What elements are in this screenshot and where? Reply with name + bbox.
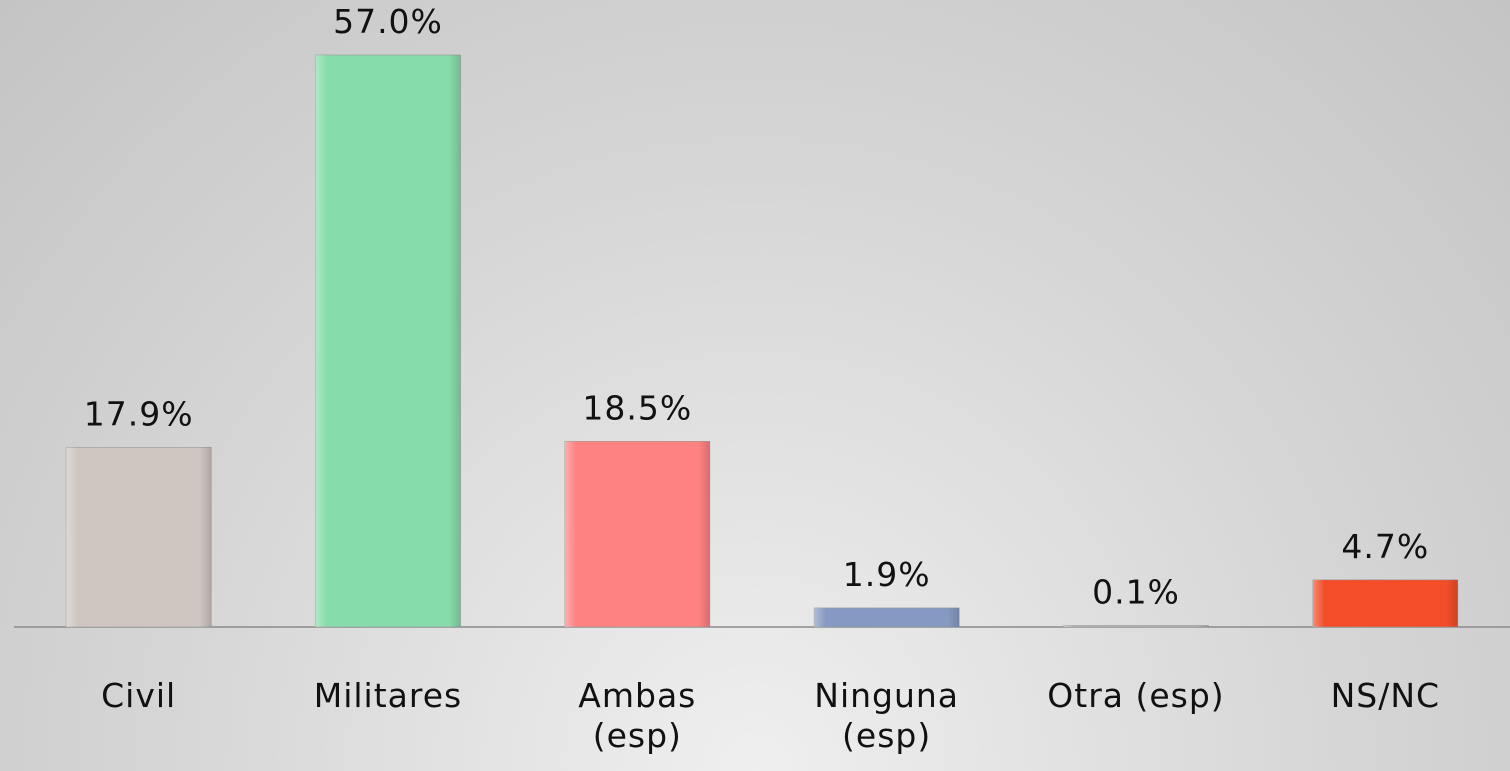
bar-shine — [814, 607, 960, 627]
x-tick-label: Militares — [313, 676, 463, 715]
value-label: 57.0% — [333, 2, 443, 41]
value-label: 0.1% — [1092, 573, 1180, 612]
bar-shine — [564, 441, 710, 627]
x-tick-label: Otra (esp) — [1047, 676, 1225, 715]
bar-shine — [66, 447, 212, 627]
bar-shine — [1063, 625, 1209, 627]
value-label: 4.7% — [1341, 527, 1429, 566]
x-tick-label: Ninguna (esp) — [814, 676, 960, 755]
value-label: 18.5% — [582, 388, 692, 427]
bar-shine — [1312, 579, 1458, 627]
value-label: 17.9% — [84, 394, 194, 433]
x-tick-label: Civil — [101, 676, 177, 715]
x-tick-label: Ambas (esp) — [578, 676, 697, 755]
bar-shine — [315, 55, 461, 627]
x-tick-label: NS/NC — [1330, 676, 1441, 715]
value-label: 1.9% — [843, 555, 931, 594]
